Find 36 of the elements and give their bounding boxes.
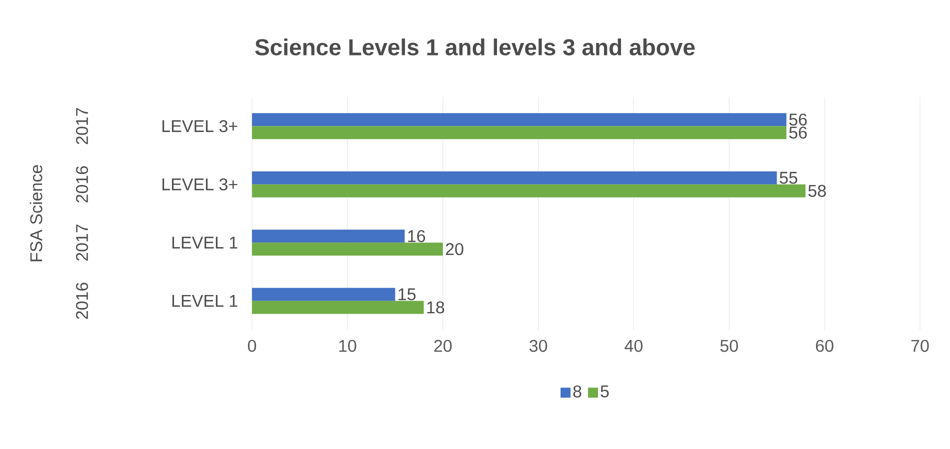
y-tick-label: LEVEL 1 xyxy=(172,295,238,307)
text: 2017 xyxy=(76,108,88,144)
legend-label: 8 xyxy=(573,385,582,398)
bar xyxy=(252,230,405,243)
bar xyxy=(252,242,443,256)
bar xyxy=(252,300,424,314)
bar xyxy=(252,126,786,140)
x-tick-label: 40 xyxy=(624,340,643,352)
bar xyxy=(252,171,777,184)
data-label: 15 xyxy=(398,288,416,300)
data-label: 55 xyxy=(780,172,798,184)
data-label: 56 xyxy=(789,126,807,139)
x-tick-label: 20 xyxy=(434,340,452,352)
data-label: 18 xyxy=(427,301,444,314)
data-label: 16 xyxy=(408,230,426,242)
bar xyxy=(252,288,396,301)
x-tick-label: 30 xyxy=(529,340,548,352)
text: FSA Science xyxy=(30,165,42,262)
y-tick-label: LEVEL 3+ xyxy=(162,120,238,132)
legend-label: 5 xyxy=(600,386,609,398)
data-label: 58 xyxy=(808,184,826,197)
bar xyxy=(252,113,786,126)
data-label: 20 xyxy=(446,243,464,256)
x-tick-label: 0 xyxy=(248,340,256,352)
text: 2016 xyxy=(76,282,88,319)
x-tick-label: 50 xyxy=(720,340,738,352)
y-tick-label: LEVEL 1 xyxy=(172,236,238,248)
bar xyxy=(252,184,806,198)
text: 2016 xyxy=(76,166,88,202)
x-tick-label: 60 xyxy=(816,340,834,352)
chart-title: Science Levels 1 and levels 3 and above xyxy=(255,38,695,56)
x-tick-label: 10 xyxy=(339,340,356,352)
y-tick-label: LEVEL 3+ xyxy=(162,178,238,190)
text: 2017 xyxy=(76,224,88,261)
data-label: 56 xyxy=(789,114,807,126)
x-tick-label: 70 xyxy=(911,340,929,352)
